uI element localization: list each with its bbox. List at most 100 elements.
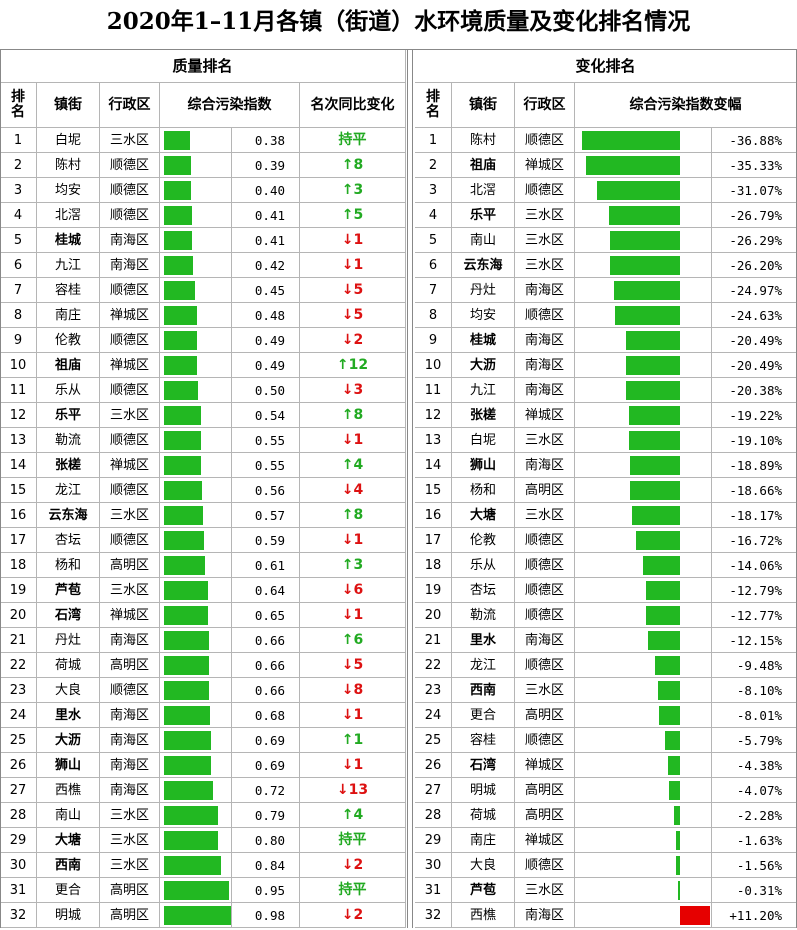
town-cell: 石湾 bbox=[452, 753, 515, 778]
index-bar-cell bbox=[160, 428, 232, 453]
town-cell: 乐平 bbox=[452, 203, 515, 228]
town-cell: 伦教 bbox=[452, 528, 515, 553]
rank-change-cell: 持平 bbox=[300, 878, 406, 903]
change-bar-cell bbox=[575, 903, 712, 928]
district-cell: 顺德区 bbox=[100, 528, 160, 553]
index-bar-cell bbox=[160, 853, 232, 878]
town-cell: 伦教 bbox=[37, 328, 100, 353]
change-value: -16.72% bbox=[712, 528, 797, 553]
index-bar-cell bbox=[160, 803, 232, 828]
rank-change-cell: ↑6 bbox=[300, 628, 406, 653]
index-bar-cell bbox=[160, 678, 232, 703]
index-value: 0.40 bbox=[232, 178, 300, 203]
change-value: -9.48% bbox=[712, 653, 797, 678]
district-cell: 高明区 bbox=[515, 778, 575, 803]
index-bar-cell bbox=[160, 878, 232, 903]
town-cell: 丹灶 bbox=[452, 278, 515, 303]
district-cell: 高明区 bbox=[515, 703, 575, 728]
district-cell: 顺德区 bbox=[100, 378, 160, 403]
rank-change-cell: ↑5 bbox=[300, 203, 406, 228]
district-cell: 南海区 bbox=[100, 628, 160, 653]
index-bar-cell bbox=[160, 703, 232, 728]
rank-cell: 7 bbox=[415, 278, 452, 303]
page-title: 2020年1–11月各镇（街道）水环境质量及变化排名情况 bbox=[106, 8, 691, 35]
change-bar bbox=[655, 656, 680, 675]
rank-change-cell: ↓2 bbox=[300, 853, 406, 878]
change-bar bbox=[615, 306, 680, 325]
index-bar bbox=[164, 681, 209, 700]
rank-cell: 11 bbox=[0, 378, 37, 403]
rank-cell: 22 bbox=[0, 653, 37, 678]
change-section-title: 变化排名 bbox=[415, 49, 797, 83]
rank-cell: 29 bbox=[0, 828, 37, 853]
rank-cell: 31 bbox=[415, 878, 452, 903]
rank-cell: 16 bbox=[0, 503, 37, 528]
rank-cell: 11 bbox=[415, 378, 452, 403]
rank-cell: 4 bbox=[415, 203, 452, 228]
district-cell: 三水区 bbox=[100, 503, 160, 528]
index-bar-cell bbox=[160, 278, 232, 303]
change-value: -8.01% bbox=[712, 703, 797, 728]
town-cell: 西樵 bbox=[37, 778, 100, 803]
index-bar bbox=[164, 281, 195, 300]
rank-cell: 22 bbox=[415, 653, 452, 678]
district-cell: 禅城区 bbox=[515, 828, 575, 853]
rank-change-cell: ↑8 bbox=[300, 403, 406, 428]
rank-cell: 26 bbox=[415, 753, 452, 778]
change-value: -19.10% bbox=[712, 428, 797, 453]
rank-change-cell: ↑3 bbox=[300, 553, 406, 578]
index-value: 0.48 bbox=[232, 303, 300, 328]
index-bar bbox=[164, 256, 193, 275]
index-bar bbox=[164, 456, 201, 475]
change-bar bbox=[658, 681, 680, 700]
change-bar-cell bbox=[575, 278, 712, 303]
district-cell: 三水区 bbox=[515, 203, 575, 228]
index-value: 0.72 bbox=[232, 778, 300, 803]
index-value: 0.64 bbox=[232, 578, 300, 603]
rank-change-cell: ↓1 bbox=[300, 253, 406, 278]
rank-cell: 25 bbox=[0, 728, 37, 753]
index-bar bbox=[164, 756, 211, 775]
rank-cell: 20 bbox=[415, 603, 452, 628]
rank-cell: 31 bbox=[0, 878, 37, 903]
col-header-district: 行政区 bbox=[100, 83, 160, 128]
rank-change-cell: ↑4 bbox=[300, 803, 406, 828]
index-bar-cell bbox=[160, 628, 232, 653]
rank-cell: 18 bbox=[415, 553, 452, 578]
rank-change-cell: ↑1 bbox=[300, 728, 406, 753]
district-cell: 南海区 bbox=[100, 728, 160, 753]
col-header-rank: 排 名 bbox=[0, 83, 37, 128]
rank-change-cell: 持平 bbox=[300, 828, 406, 853]
change-bar-cell bbox=[575, 853, 712, 878]
change-value: -26.20% bbox=[712, 253, 797, 278]
town-cell: 西樵 bbox=[452, 903, 515, 928]
change-bar-cell bbox=[575, 178, 712, 203]
index-bar-cell bbox=[160, 328, 232, 353]
town-cell: 大塘 bbox=[37, 828, 100, 853]
rank-cell: 5 bbox=[0, 228, 37, 253]
change-bar bbox=[665, 731, 680, 750]
rank-change-cell: ↓5 bbox=[300, 278, 406, 303]
change-bar bbox=[676, 856, 680, 875]
index-bar-cell bbox=[160, 478, 232, 503]
rank-cell: 1 bbox=[0, 128, 37, 153]
rank-cell: 2 bbox=[415, 153, 452, 178]
district-cell: 顺德区 bbox=[100, 478, 160, 503]
index-bar bbox=[164, 556, 205, 575]
top-border bbox=[0, 49, 797, 50]
change-bar bbox=[669, 781, 680, 800]
district-cell: 三水区 bbox=[100, 828, 160, 853]
index-value: 0.55 bbox=[232, 428, 300, 453]
index-bar-cell bbox=[160, 603, 232, 628]
change-bar bbox=[668, 756, 680, 775]
district-cell: 南海区 bbox=[515, 903, 575, 928]
district-cell: 顺德区 bbox=[515, 303, 575, 328]
index-bar bbox=[164, 231, 192, 250]
index-bar-cell bbox=[160, 153, 232, 178]
town-cell: 南山 bbox=[37, 803, 100, 828]
rank-cell: 6 bbox=[0, 253, 37, 278]
change-bar-cell bbox=[575, 653, 712, 678]
change-value: -20.49% bbox=[712, 328, 797, 353]
district-cell: 禅城区 bbox=[515, 153, 575, 178]
rank-cell: 12 bbox=[0, 403, 37, 428]
